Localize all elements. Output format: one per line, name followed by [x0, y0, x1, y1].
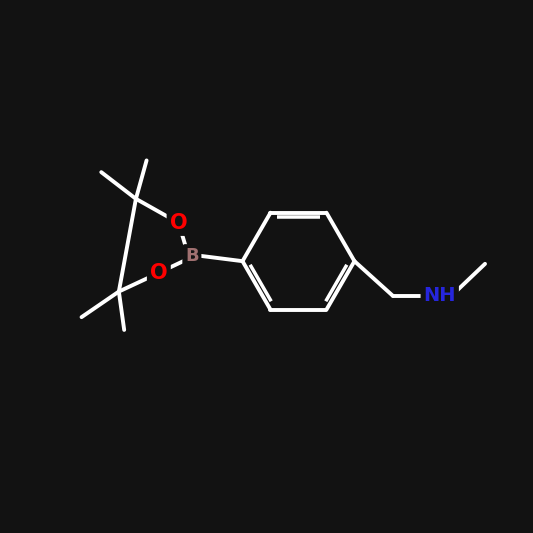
Text: O: O [169, 213, 188, 233]
Text: B: B [185, 247, 199, 265]
Text: NH: NH [424, 286, 456, 305]
Text: O: O [150, 263, 168, 283]
